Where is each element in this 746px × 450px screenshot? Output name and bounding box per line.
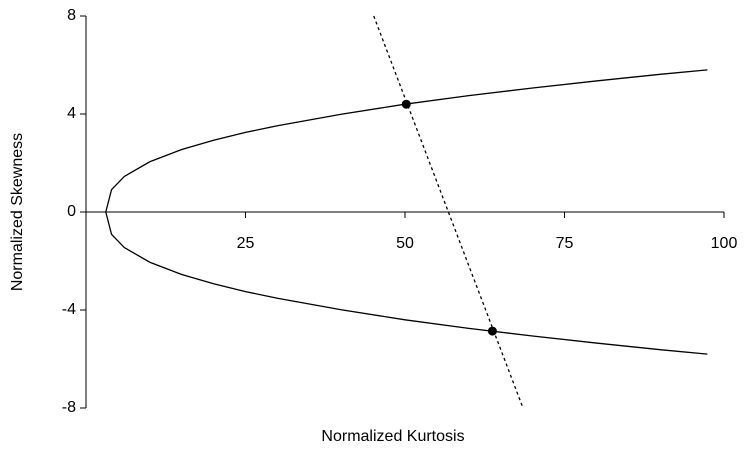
curve (105, 211, 708, 355)
x-tick-label: 100 (711, 235, 738, 252)
y-tick-label: 0 (67, 203, 76, 220)
y-tick-label: -8 (62, 399, 76, 416)
point (487, 326, 497, 336)
point (401, 99, 411, 109)
y-axis-label: Normalized Skewness (9, 133, 26, 291)
x-tick-label: 25 (237, 235, 255, 252)
x-tick-label: 75 (556, 235, 574, 252)
y-tick-label: 8 (67, 7, 76, 24)
curve (373, 15, 524, 409)
y-tick-label: 4 (67, 105, 76, 122)
y-tick-label: -4 (62, 301, 76, 318)
x-tick-label: 50 (396, 235, 414, 252)
curve (105, 69, 708, 213)
x-axis-label: Normalized Kurtosis (321, 428, 464, 445)
